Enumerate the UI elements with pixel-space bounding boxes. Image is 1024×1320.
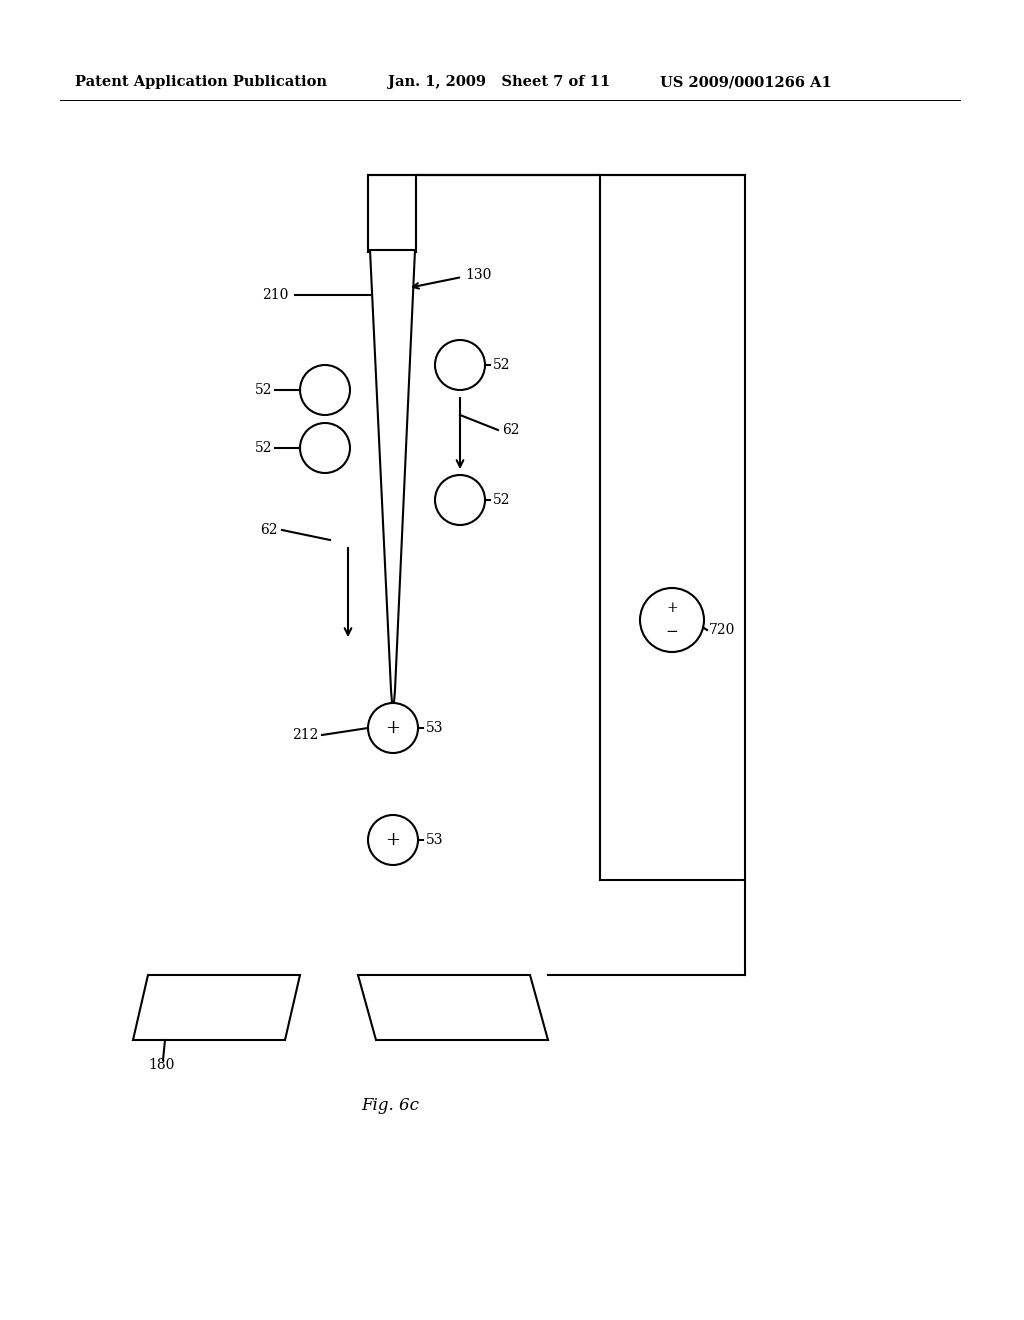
Text: 52: 52	[255, 441, 272, 455]
Circle shape	[300, 422, 350, 473]
Text: 62: 62	[502, 422, 519, 437]
Text: 62: 62	[260, 523, 278, 537]
Text: −: −	[666, 624, 678, 639]
Text: 180: 180	[148, 1059, 174, 1072]
Text: 53: 53	[426, 721, 443, 735]
Text: +: +	[385, 832, 400, 849]
Text: US 2009/0001266 A1: US 2009/0001266 A1	[660, 75, 831, 88]
Circle shape	[368, 704, 418, 752]
Polygon shape	[368, 176, 416, 252]
Circle shape	[640, 587, 705, 652]
Circle shape	[368, 814, 418, 865]
Polygon shape	[370, 249, 415, 715]
Polygon shape	[358, 975, 548, 1040]
Text: Patent Application Publication: Patent Application Publication	[75, 75, 327, 88]
Text: +: +	[385, 719, 400, 737]
Text: 52: 52	[493, 358, 511, 372]
Text: 212: 212	[292, 729, 318, 742]
Text: 720: 720	[709, 623, 735, 638]
Text: 53: 53	[426, 833, 443, 847]
Circle shape	[435, 341, 485, 389]
Text: 52: 52	[255, 383, 272, 397]
Text: Fig. 6c: Fig. 6c	[361, 1097, 419, 1114]
Text: 52: 52	[493, 492, 511, 507]
Text: +: +	[667, 601, 678, 615]
Polygon shape	[133, 975, 300, 1040]
Text: 210: 210	[261, 288, 288, 302]
Circle shape	[435, 475, 485, 525]
Circle shape	[300, 366, 350, 414]
Text: Jan. 1, 2009   Sheet 7 of 11: Jan. 1, 2009 Sheet 7 of 11	[388, 75, 610, 88]
Text: 130: 130	[465, 268, 492, 282]
